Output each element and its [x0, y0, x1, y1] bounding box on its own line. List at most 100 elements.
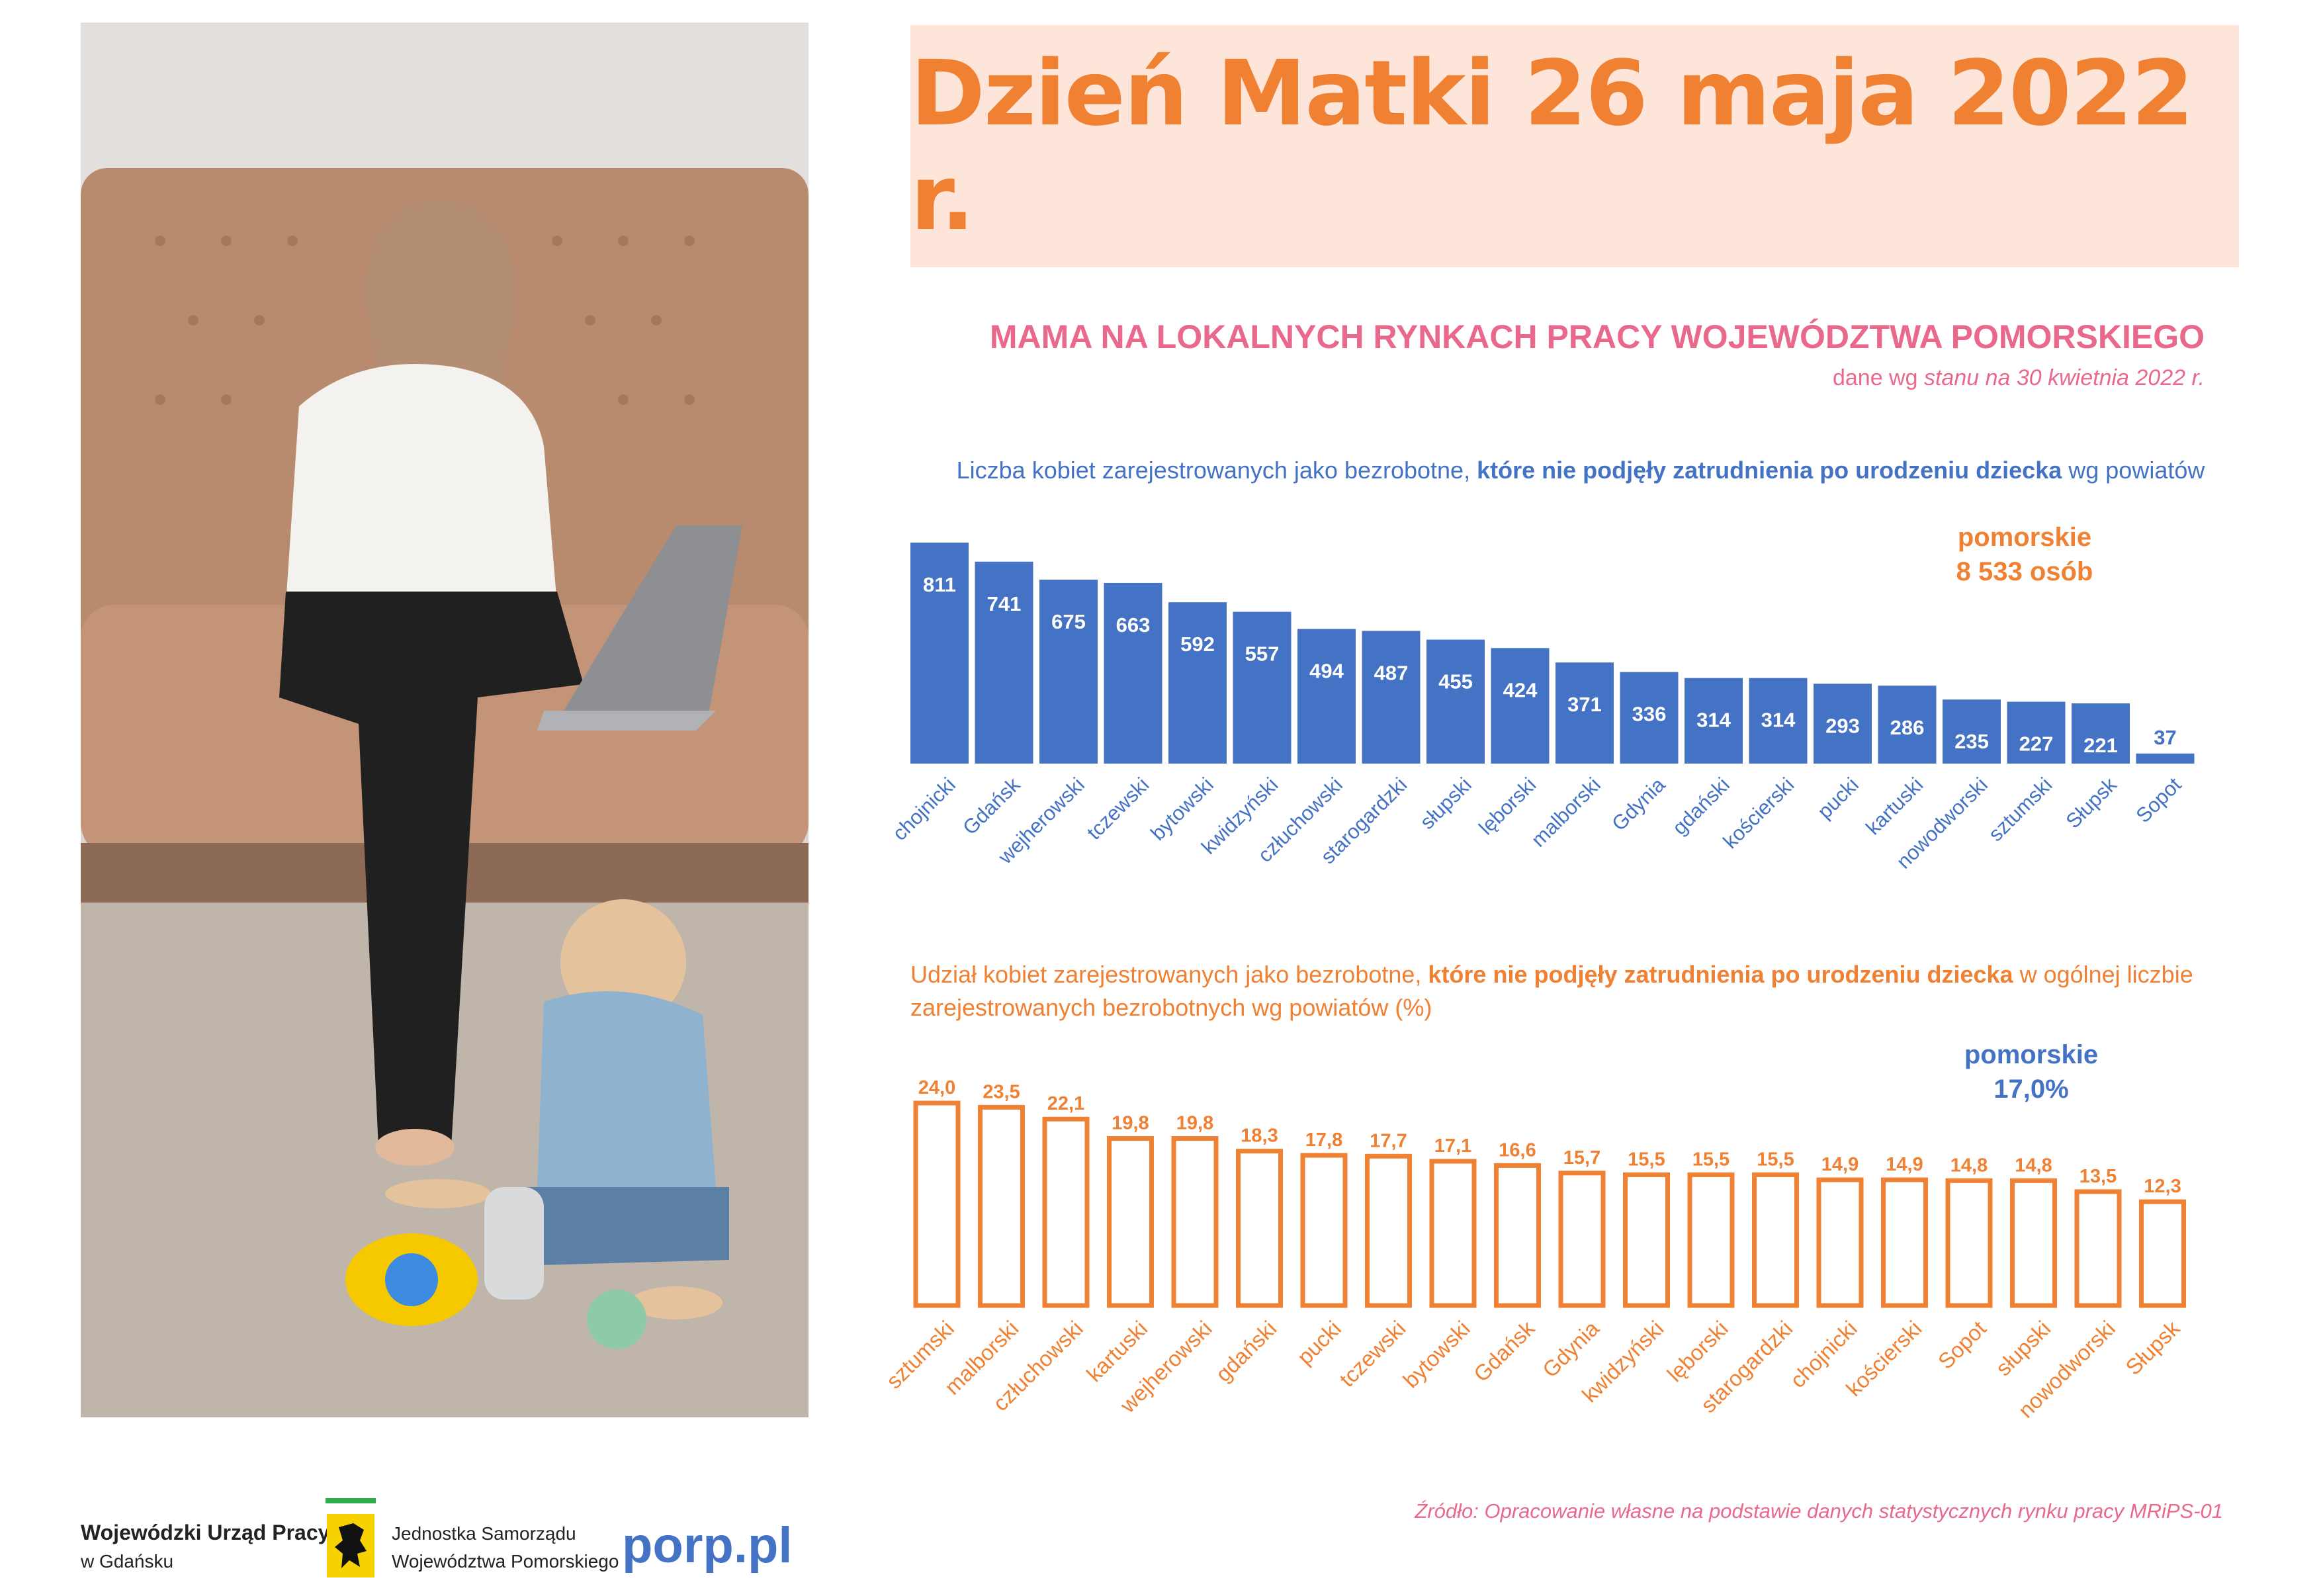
source-note: Źródło: Opracowanie własne na podstawie … — [1415, 1499, 2223, 1523]
chart1-bar — [1555, 662, 1614, 764]
chart2-bar — [1236, 1149, 1283, 1308]
photo-illustration — [81, 22, 809, 1417]
chart1-data-label: 592 — [1180, 633, 1215, 656]
chart2-title-bold: które nie podjęły zatrudnienia po urodze… — [1428, 961, 2013, 988]
chart2-data-label: 24,0 — [918, 1077, 955, 1098]
chart2-bar — [1300, 1153, 1348, 1308]
chart1-bar — [1878, 686, 1937, 764]
chart2-data-label: 19,8 — [1112, 1113, 1149, 1134]
chart1-bar — [1362, 631, 1421, 764]
chart2-bar — [1171, 1136, 1219, 1308]
chart1-bar — [1685, 678, 1743, 764]
chart2-bar — [913, 1100, 961, 1308]
chart2-bar — [2074, 1189, 2122, 1308]
jst-line1: Jednostka Samorządu — [392, 1523, 576, 1544]
chart2-bar — [1042, 1116, 1090, 1308]
chart2-data-label: 15,5 — [1692, 1149, 1730, 1170]
chart1-data-label: 221 — [2083, 734, 2118, 757]
chart1-category-label: sztumski — [1984, 773, 2056, 846]
logo-accent-bar — [326, 1498, 376, 1503]
chart1-bar — [2007, 701, 2066, 764]
data-date-note: dane wg stanu na 30 kwietnia 2022 r. — [910, 365, 2205, 391]
chart1-data-label: 455 — [1438, 670, 1473, 693]
chart2-data-label: 17,1 — [1434, 1135, 1471, 1157]
chart2-data-label: 18,3 — [1241, 1126, 1278, 1147]
chart2-category-label: pucki — [1292, 1316, 1346, 1370]
chart1-bar — [1943, 699, 2001, 764]
photo-mother-with-child — [81, 22, 809, 1417]
chart2-title: Udział kobiet zarejestrowanych jako bezr… — [910, 958, 2240, 1024]
chart1-bar — [1814, 684, 1872, 764]
jst-line2: Województwa Pomorskiego — [392, 1551, 619, 1572]
chart1-bar — [1297, 629, 1356, 764]
chart1-data-label: 314 — [1761, 709, 1796, 732]
chart2-total-region: pomorskie — [1964, 1040, 2099, 1069]
chart1-total-value: 8 533 osób — [1956, 557, 2093, 586]
griffin-logo-icon — [327, 1514, 374, 1577]
chart1-category-label: Słupsk — [2061, 773, 2121, 833]
chart1-data-label: 663 — [1116, 613, 1151, 637]
chart2-data-label: 15,7 — [1563, 1147, 1600, 1169]
chart1-data-label: 314 — [1696, 709, 1731, 732]
chart1-data-label: 235 — [1954, 730, 1989, 753]
chart1-data-label: 286 — [1890, 716, 1925, 739]
site-link[interactable]: porp.pl — [622, 1517, 793, 1574]
chart1-bar — [975, 561, 1033, 764]
chart2-data-label: 16,6 — [1499, 1139, 1536, 1161]
chart1-data-label: 424 — [1503, 678, 1538, 701]
chart1-title: Liczba kobiet zarejestrowanych jako bezr… — [916, 457, 2246, 484]
chart2-data-label: 15,5 — [1628, 1149, 1665, 1170]
chart2-category-label: gdański — [1211, 1316, 1282, 1387]
chart2-category-label: Sopot — [1933, 1316, 1991, 1374]
org-location: w Gdańsku — [81, 1551, 174, 1572]
chart2-data-label: 17,7 — [1370, 1130, 1407, 1151]
chart2-data-label: 19,8 — [1176, 1113, 1213, 1134]
chart1-category-label: słupski — [1415, 773, 1476, 834]
chart1-bar — [1233, 611, 1292, 764]
chart1-category-label: Gdańsk — [958, 773, 1025, 840]
chart2-bar — [1945, 1178, 1993, 1308]
chart1-data-label: 487 — [1374, 661, 1409, 684]
chart1-category-label: Gdynia — [1607, 773, 1670, 836]
chart1-bars: 811chojnicki741Gdańsk675wejherowski663tc… — [888, 543, 2195, 873]
chart2-data-label: 14,9 — [1821, 1154, 1859, 1175]
griffin-icon — [335, 1523, 367, 1568]
chart1-data-label: 293 — [1825, 714, 1860, 737]
chart1-bar — [910, 543, 969, 764]
chart2-data-label: 15,5 — [1757, 1149, 1794, 1170]
chart1-category-label: chojnicki — [888, 773, 960, 845]
chart2-data-label: 17,8 — [1305, 1130, 1342, 1151]
chart1-category-label: gdański — [1668, 773, 1734, 839]
chart2-total-value: 17,0% — [1993, 1075, 2069, 1104]
chart1-category-label: pucki — [1813, 773, 1863, 823]
chart2-bar — [1687, 1172, 1735, 1308]
chart2-bar — [1494, 1163, 1541, 1308]
chart2-category-label: słupski — [1991, 1316, 2055, 1380]
chart1-bar — [1039, 580, 1098, 764]
chart2-data-label: 12,3 — [2144, 1176, 2181, 1197]
chart1-category-label: lęborski — [1474, 773, 1540, 839]
chart1-data-label: 227 — [2019, 732, 2054, 756]
chart1-bar — [1168, 602, 1227, 764]
chart2-data-label: 23,5 — [983, 1081, 1020, 1102]
chart1-category-label: kartuski — [1861, 773, 1927, 839]
chart2-bars: 24,0sztumski23,5malborski22,1człuchowski… — [881, 1077, 2186, 1423]
chart2-category-label: tczewski — [1335, 1316, 1410, 1392]
chart1-title-bold: które nie podjęły zatrudnienia po urodze… — [1477, 457, 2062, 484]
chart1-data-label: 811 — [923, 573, 956, 596]
chart1-category-label: kościerski — [1718, 773, 1798, 853]
title-banner: Dzień Matki 26 maja 2022 r. — [910, 25, 2239, 267]
chart1-data-label: 741 — [987, 592, 1022, 615]
chart2-category-label: Gdańsk — [1469, 1315, 1540, 1386]
subtitle: MAMA NA LOKALNYCH RYNKACH PRACY WOJEWÓDZ… — [989, 318, 2205, 355]
chart2-bar — [2010, 1178, 2057, 1308]
chart2-bar — [1429, 1159, 1477, 1308]
chart1-bar — [1104, 582, 1162, 764]
chart2-total: pomorskie 17,0% — [1919, 1038, 2144, 1106]
chart1-total: pomorskie 8 533 osób — [1912, 520, 2137, 589]
chart2-category-label: Słupsk — [2121, 1315, 2185, 1380]
chart2-data-label: 14,8 — [2015, 1155, 2052, 1176]
chart1-bar — [1620, 672, 1679, 764]
chart1-total-region: pomorskie — [1957, 523, 2092, 552]
